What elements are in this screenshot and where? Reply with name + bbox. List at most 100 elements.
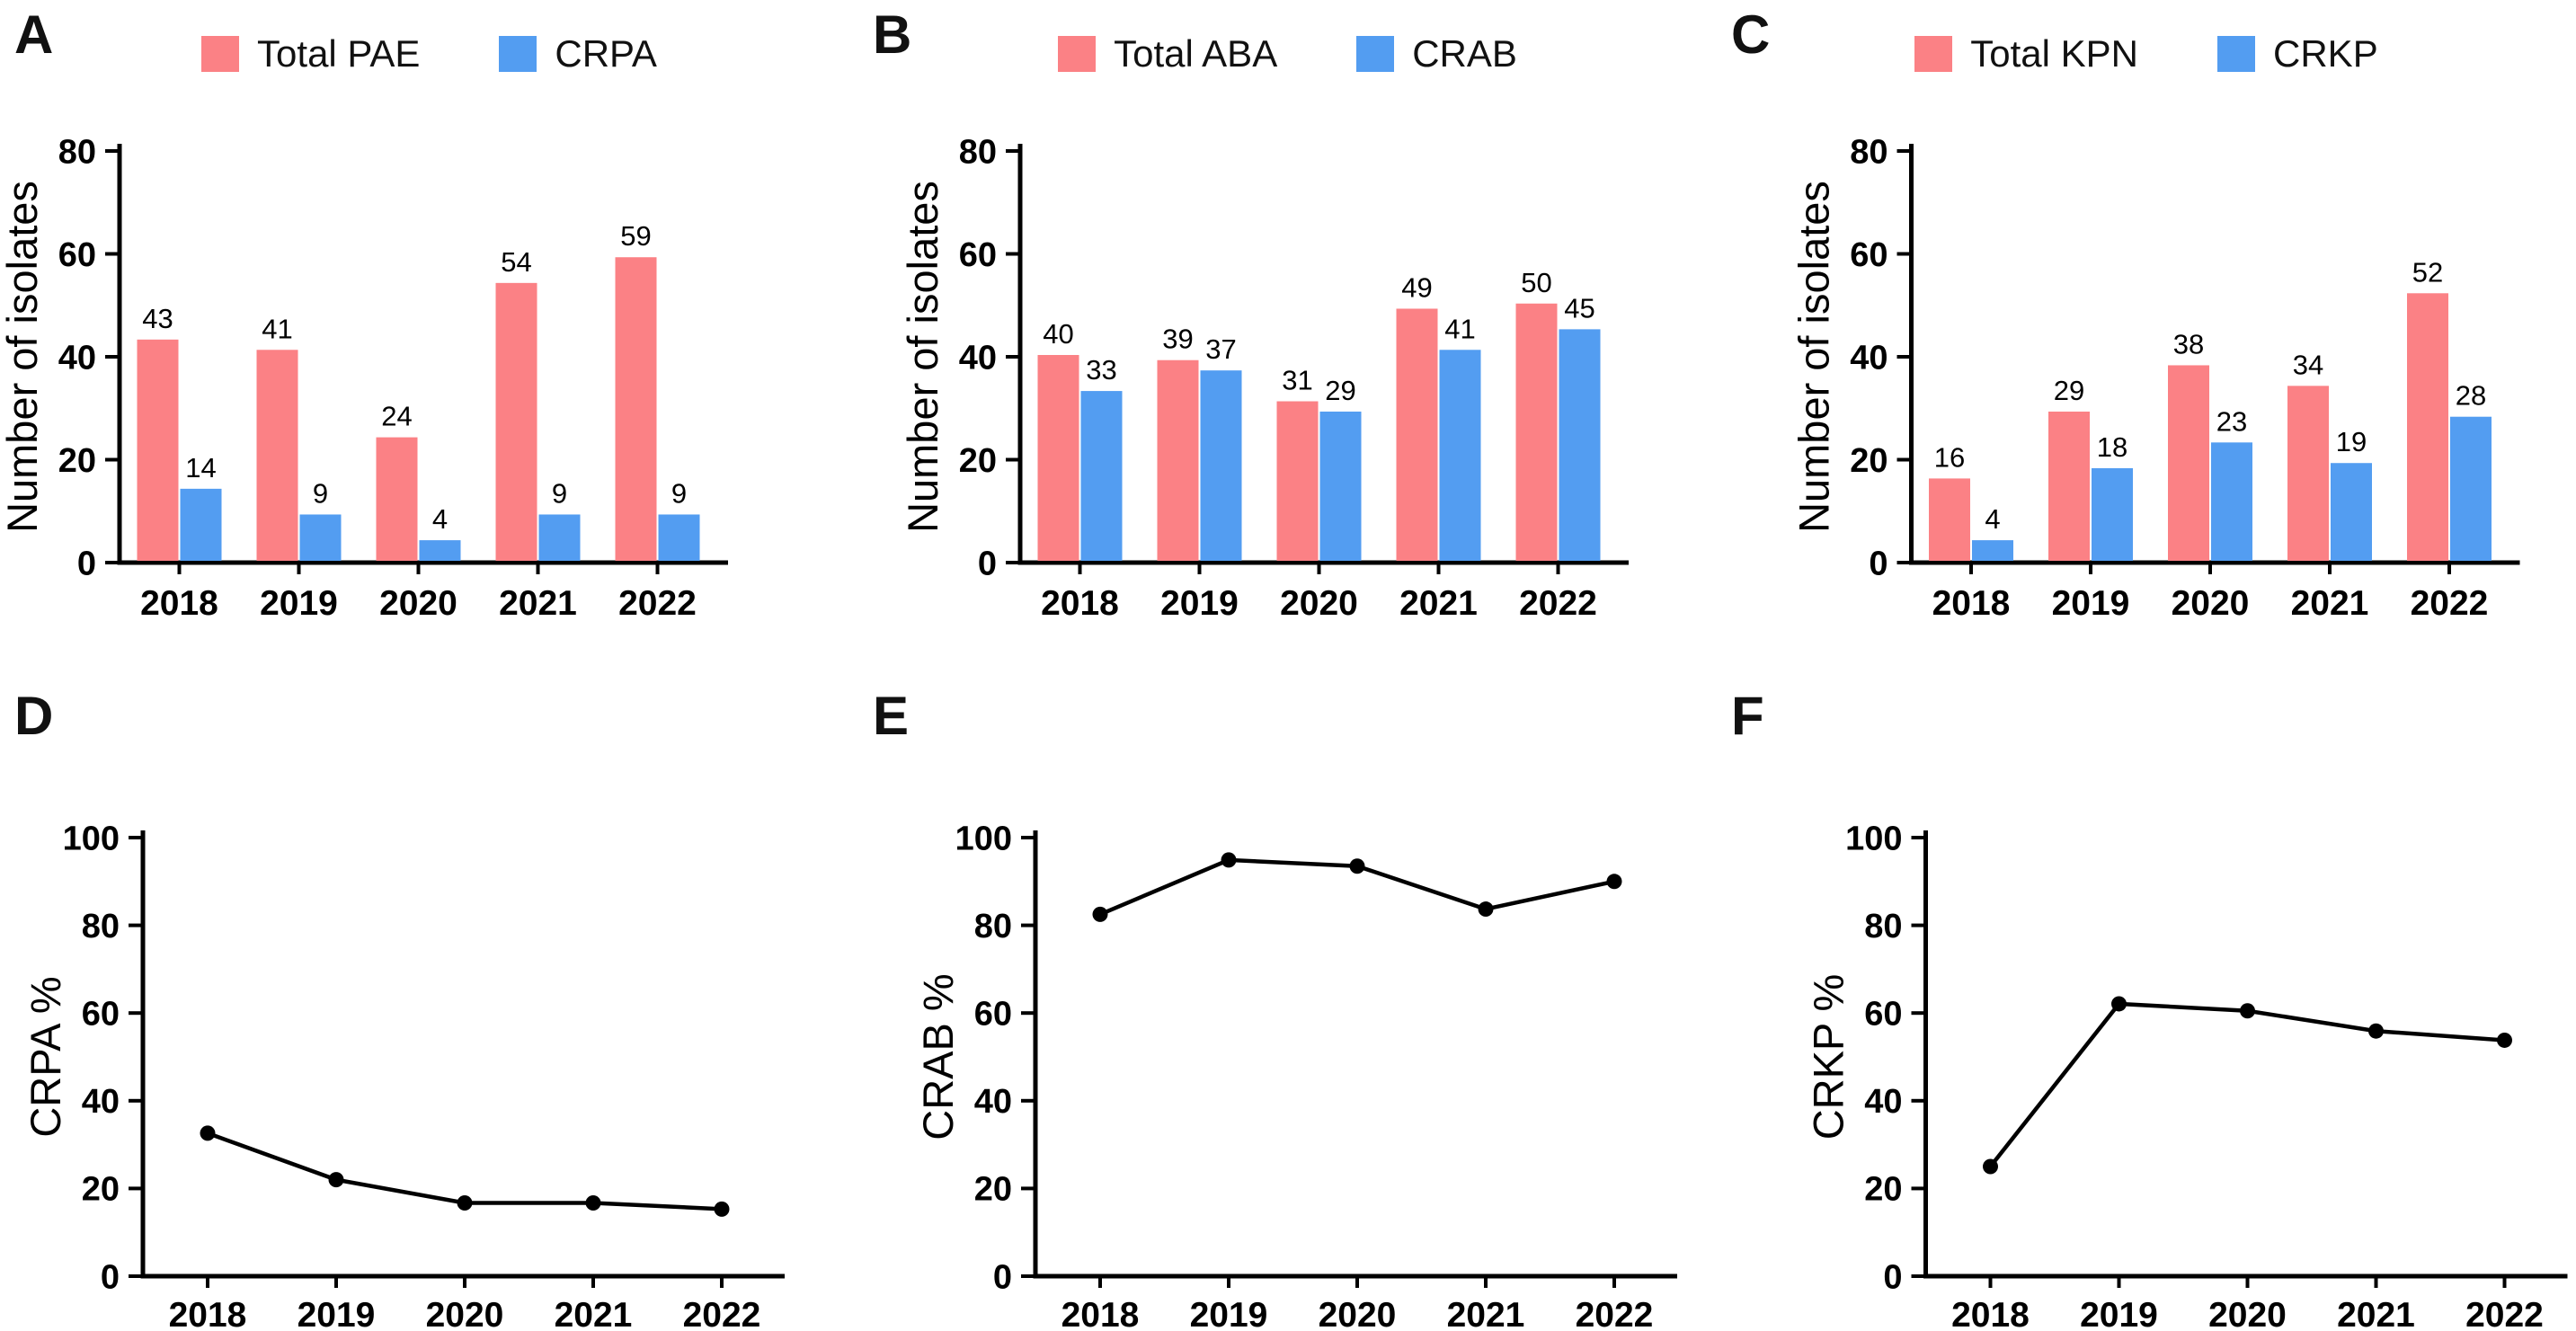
total-pae-swatch-icon bbox=[201, 36, 240, 72]
x-tick-label: 2018 bbox=[140, 584, 218, 623]
legend-label: Total KPN bbox=[1970, 32, 2139, 75]
x-tick-label: 2019 bbox=[1190, 1296, 1268, 1331]
bar-value-label: 54 bbox=[501, 246, 531, 278]
panel-a-legend: Total PAE CRPA bbox=[0, 32, 858, 75]
legend-label: Total ABA bbox=[1114, 32, 1278, 75]
bar bbox=[2407, 293, 2448, 561]
bar-value-label: 45 bbox=[1564, 292, 1594, 324]
data-point-marker bbox=[2368, 1023, 2384, 1039]
y-tick-label: 60 bbox=[58, 236, 96, 274]
legend-label: CRAB bbox=[1412, 32, 1517, 75]
bar bbox=[495, 282, 537, 561]
bar-value-label: 9 bbox=[671, 477, 687, 509]
x-tick-label: 2018 bbox=[169, 1296, 247, 1331]
bar-chart-aba: 0 20 40 60 80 Number of isolates 2018 40 33 2019 3… bbox=[899, 133, 1629, 623]
y-axis-title: Number of isolates bbox=[0, 181, 46, 533]
panel-a-letter: A bbox=[14, 4, 55, 65]
y-tick-label: 80 bbox=[1864, 908, 1902, 945]
legend-label: CRKP bbox=[2273, 32, 2378, 75]
y-tick-label: 100 bbox=[955, 820, 1012, 857]
data-point-marker bbox=[1983, 1158, 1998, 1175]
legend-label: CRPA bbox=[555, 32, 657, 75]
bar bbox=[2211, 442, 2252, 561]
panel-d-letter: D bbox=[14, 686, 55, 746]
bar bbox=[2092, 467, 2133, 561]
data-point-marker bbox=[1221, 852, 1237, 868]
bar-value-label: 4 bbox=[1985, 503, 2000, 535]
x-tick-label: 2021 bbox=[555, 1296, 633, 1331]
data-point-marker bbox=[1478, 901, 1494, 918]
panel-f-letter: F bbox=[1731, 686, 1765, 746]
data-point-marker bbox=[1349, 858, 1365, 874]
y-tick-label: 0 bbox=[1883, 1258, 1902, 1296]
data-point-marker bbox=[2240, 1003, 2255, 1019]
bar bbox=[1396, 308, 1438, 561]
x-tick-label: 2021 bbox=[2291, 584, 2369, 623]
line-chart-crpa-percent: 0 20 40 60 80 100 CRPA % 2018 2019 2020 2021 2022 bbox=[22, 820, 785, 1331]
bar bbox=[2287, 386, 2329, 561]
y-tick-label: 60 bbox=[82, 996, 120, 1034]
panel-d: D 0 20 40 60 80 100 CRPA % 2018 2019 2020 2021 2022 bbox=[0, 665, 858, 1331]
y-tick-label: 0 bbox=[993, 1258, 1012, 1296]
data-point-marker bbox=[457, 1195, 473, 1211]
y-tick-label: 40 bbox=[58, 339, 96, 377]
x-tick-label: 2019 bbox=[2080, 1296, 2158, 1331]
y-axis-title: Number of isolates bbox=[899, 181, 946, 533]
y-tick-label: 80 bbox=[58, 133, 96, 171]
x-tick-label: 2021 bbox=[2337, 1296, 2415, 1331]
y-tick-label: 40 bbox=[974, 1083, 1012, 1121]
panel-b-legend: Total ABA CRAB bbox=[858, 32, 1717, 75]
y-axis-title: CRKP % bbox=[1805, 974, 1852, 1140]
bar bbox=[419, 540, 461, 561]
bar-chart-pae: 0 20 40 60 80 Number of isolates 2018 43 14 2019 4… bbox=[0, 133, 728, 623]
data-point-marker bbox=[585, 1195, 601, 1211]
y-axis-title: CRPA % bbox=[22, 976, 69, 1137]
bar bbox=[180, 488, 222, 561]
data-point-marker bbox=[1606, 874, 1622, 890]
bar-value-label: 38 bbox=[2173, 328, 2204, 359]
y-tick-label: 0 bbox=[101, 1258, 120, 1296]
y-tick-label: 0 bbox=[978, 545, 997, 582]
crab-swatch-icon bbox=[1356, 36, 1395, 72]
bar bbox=[1200, 370, 1242, 561]
panel-b-letter: B bbox=[873, 4, 913, 65]
x-tick-label: 2022 bbox=[2411, 584, 2489, 623]
y-tick-label: 0 bbox=[1869, 545, 1888, 582]
y-tick-label: 40 bbox=[1864, 1083, 1902, 1121]
bar-value-label: 9 bbox=[313, 477, 328, 509]
bar-value-label: 37 bbox=[1205, 333, 1236, 365]
x-tick-label: 2020 bbox=[1280, 584, 1358, 623]
bar bbox=[1157, 359, 1199, 561]
bar-value-label: 41 bbox=[1444, 313, 1475, 344]
legend-item-total-pae: Total PAE bbox=[201, 32, 420, 75]
x-tick-label: 2018 bbox=[1951, 1296, 2030, 1331]
y-tick-label: 100 bbox=[63, 820, 120, 857]
bar-chart-kpn: 0 20 40 60 80 Number of isolates 2018 16 4 2019 29… bbox=[1790, 133, 2520, 623]
data-point-marker bbox=[714, 1201, 730, 1217]
x-tick-label: 2022 bbox=[683, 1296, 761, 1331]
x-tick-label: 2020 bbox=[2172, 584, 2250, 623]
x-tick-label: 2019 bbox=[2052, 584, 2130, 623]
bar-value-label: 39 bbox=[1162, 324, 1193, 355]
bar bbox=[1559, 329, 1601, 561]
bar bbox=[1319, 411, 1362, 561]
x-tick-label: 2019 bbox=[298, 1296, 376, 1331]
x-tick-label: 2022 bbox=[2465, 1296, 2544, 1331]
bar-value-label: 16 bbox=[1934, 441, 1965, 473]
bar bbox=[1515, 303, 1558, 561]
bar bbox=[658, 514, 700, 561]
x-tick-label: 2020 bbox=[426, 1296, 504, 1331]
bar-value-label: 43 bbox=[142, 303, 173, 334]
crpa-swatch-icon bbox=[499, 36, 537, 72]
y-tick-label: 20 bbox=[1864, 1171, 1902, 1209]
bar-value-label: 18 bbox=[2097, 431, 2127, 463]
bar-value-label: 23 bbox=[2216, 405, 2247, 437]
data-point-marker bbox=[200, 1125, 216, 1141]
bar-value-label: 14 bbox=[185, 452, 216, 484]
bar-value-label: 19 bbox=[2336, 426, 2367, 457]
line-series bbox=[1988, 1001, 2505, 1168]
bar bbox=[1276, 401, 1319, 561]
bar-value-label: 31 bbox=[1282, 365, 1312, 396]
x-tick-label: 2020 bbox=[1319, 1296, 1397, 1331]
x-tick-label: 2019 bbox=[260, 584, 338, 623]
